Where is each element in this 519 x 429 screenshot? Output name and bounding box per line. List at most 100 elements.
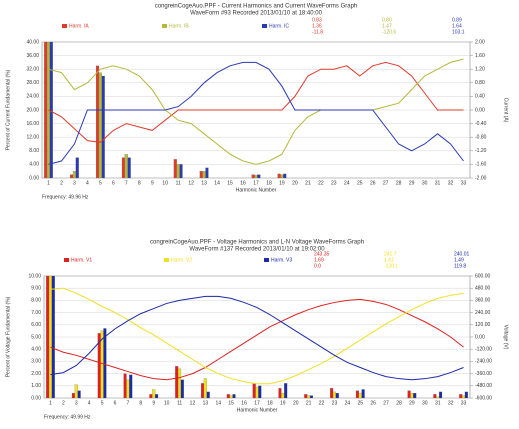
y2-tick-label: 0.40 [475, 94, 485, 100]
y-tick-label: 5.00 [31, 334, 41, 340]
x-tick-label: 7 [127, 400, 130, 406]
x-tick-label: 27 [383, 400, 389, 406]
bar [280, 174, 284, 179]
y-tick-label: 32.00 [26, 67, 39, 73]
y-tick-label: 2.00 [31, 371, 41, 377]
x-tick-label: 4 [86, 180, 89, 186]
x-tick-label: 24 [345, 400, 351, 406]
x-tick-label: 2 [60, 180, 63, 186]
legend-swatch [162, 24, 167, 28]
x-tick-label: 14 [215, 400, 221, 406]
reading: -120.6 [382, 29, 396, 35]
y2-tick-label: -240.00 [475, 359, 492, 365]
y2-tick-label: -600.00 [475, 395, 492, 401]
y-tick-label: 20.00 [26, 107, 39, 113]
bar [459, 394, 463, 399]
reading: 0.83 [312, 17, 322, 23]
x-tick-label: 12 [190, 400, 196, 406]
bar [44, 41, 48, 179]
y-tick-label: 1.00 [31, 383, 41, 389]
wave-line [50, 295, 464, 381]
bar [149, 394, 153, 399]
x-tick-label: 33 [461, 180, 467, 186]
x-tick-label: 21 [305, 180, 311, 186]
y2-tick-label: 120.00 [475, 322, 491, 328]
bar [464, 391, 468, 399]
bar [335, 393, 339, 399]
x-tick-label: 23 [332, 400, 338, 406]
x-tick-label: 8 [139, 400, 142, 406]
bar [277, 173, 281, 179]
reading: 1.41 [384, 257, 394, 263]
y-tick-label: 6.00 [31, 322, 41, 328]
bar [70, 174, 74, 179]
y2-tick-label: -0.40 [475, 121, 487, 127]
y2-tick-label: 0.00 [475, 334, 485, 340]
x-tick-label: 20 [293, 400, 299, 406]
x-tick-label: 12 [188, 180, 194, 186]
x-tick-label: 18 [266, 180, 272, 186]
y-tick-label: 10.00 [28, 273, 41, 279]
x-tick-label: 4 [88, 400, 91, 406]
y-tick-label: 3.00 [31, 359, 41, 365]
x-axis-label: Harmonic Number [236, 187, 277, 193]
reading: 241.7 [384, 251, 397, 257]
x-axis-label: Harmonic Number [237, 407, 278, 413]
x-tick-label: 21 [306, 400, 312, 406]
bar [179, 164, 183, 179]
bar [206, 391, 210, 399]
bar [258, 385, 262, 399]
chart-subtitle: WaveForm #93 Recorded 2013/01/10 at 18:4… [190, 11, 323, 17]
x-tick-label: 22 [318, 180, 324, 186]
x-tick-label: 15 [228, 400, 234, 406]
y-tick-label: 28.00 [26, 80, 39, 86]
y-tick-label: 0.00 [29, 175, 39, 181]
footer: Frequency: 49.99 Hz [44, 414, 91, 420]
bar [155, 394, 159, 399]
x-tick-label: 33 [461, 400, 467, 406]
bar [355, 390, 359, 399]
x-tick-label: 17 [254, 400, 260, 406]
wave-line [50, 298, 464, 381]
bar [433, 394, 437, 399]
x-tick-label: 25 [357, 180, 363, 186]
bar [413, 393, 417, 399]
x-tick-label: 9 [152, 400, 155, 406]
bar [71, 393, 75, 399]
bar [410, 393, 414, 399]
bar [229, 395, 233, 399]
bar [49, 41, 53, 179]
bar [124, 154, 128, 179]
bar [77, 390, 81, 399]
bar [254, 175, 258, 179]
legend-swatch [164, 258, 169, 262]
y-tick-label: 0.00 [31, 395, 41, 401]
bar [201, 383, 205, 399]
reading: 243.35 [314, 251, 330, 257]
bar [127, 157, 131, 179]
y-tick-label: 4.00 [31, 347, 41, 353]
y-axis-label: Percent of Voltage Fundamental (%) [5, 296, 11, 377]
legend-swatch [262, 24, 267, 28]
x-tick-label: 6 [112, 180, 115, 186]
reading: 0.0 [314, 263, 321, 269]
bar [439, 391, 443, 399]
reading: 1.69 [314, 257, 324, 263]
wave-line [50, 287, 464, 385]
y-tick-label: 8.00 [29, 148, 39, 154]
footer: Frequency: 49.96 Hz [42, 194, 89, 200]
y2-axis-label: Voltage (V) [503, 325, 509, 350]
bar [232, 394, 236, 399]
x-tick-label: 14 [214, 180, 220, 186]
y2-tick-label: 2.00 [475, 39, 485, 45]
x-tick-label: 27 [383, 180, 389, 186]
bar [358, 393, 362, 399]
bar [361, 389, 365, 399]
y-tick-label: 4.00 [29, 162, 39, 168]
x-tick-label: 8 [138, 180, 141, 186]
reading: 240.01 [454, 251, 470, 257]
x-tick-label: 13 [203, 400, 209, 406]
bar [152, 389, 156, 399]
y2-tick-label: -0.80 [475, 135, 487, 141]
